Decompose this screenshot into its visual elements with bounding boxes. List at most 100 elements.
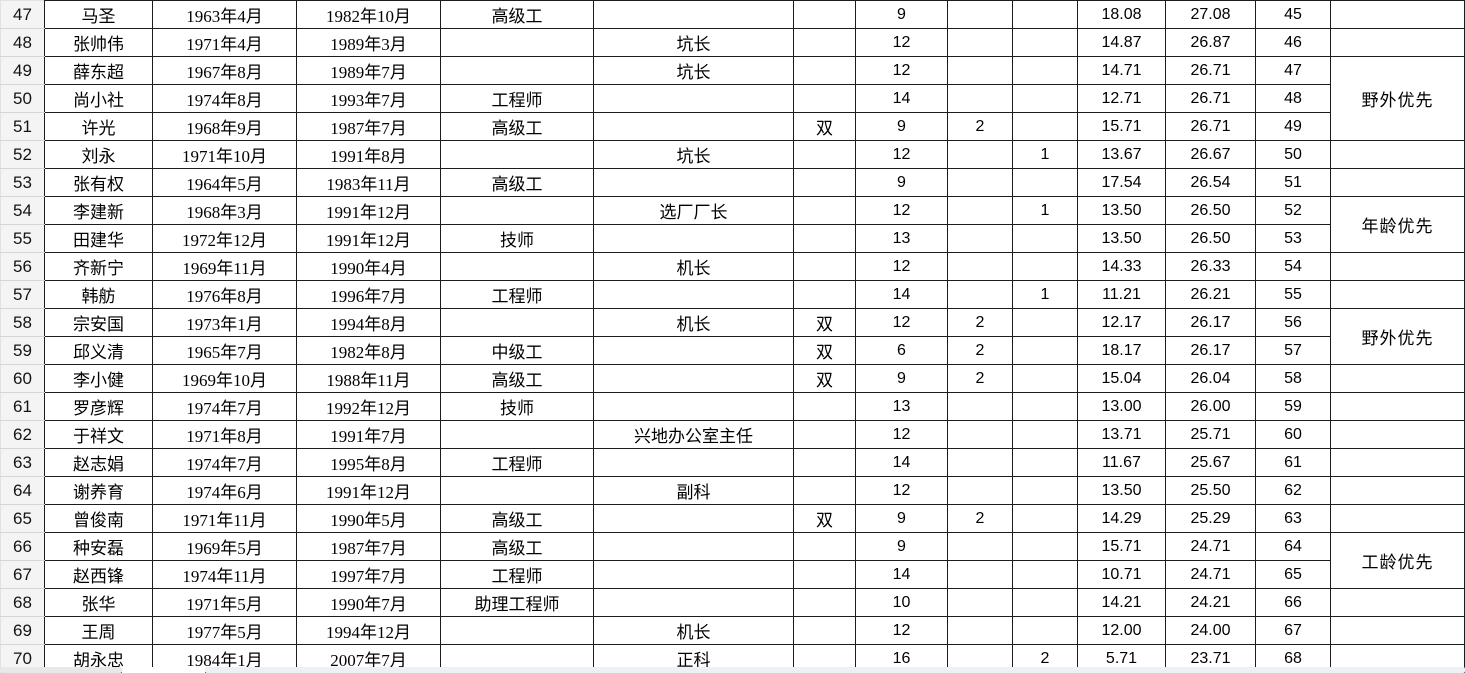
cell-score-total[interactable]: 26.71: [1165, 84, 1256, 113]
cell-score-total[interactable]: 26.17: [1165, 308, 1256, 337]
cell-rank[interactable]: 62: [1255, 476, 1331, 505]
cell-work-start-date[interactable]: 1990年7月: [296, 588, 441, 617]
cell-grade-years[interactable]: 9: [855, 532, 948, 561]
cell-rank[interactable]: 58: [1255, 364, 1331, 393]
cell-score-total[interactable]: 24.21: [1165, 588, 1256, 617]
cell-name[interactable]: 邱义清: [44, 336, 153, 365]
cell-technical-title[interactable]: 高级工: [440, 112, 594, 141]
cell-priority-note[interactable]: [1330, 252, 1465, 281]
cell-position[interactable]: [593, 280, 794, 309]
cell-grade-years[interactable]: 12: [855, 616, 948, 645]
cell-score-total[interactable]: 24.00: [1165, 616, 1256, 645]
cell-score-remaining[interactable]: 15.71: [1077, 112, 1166, 141]
cell-rank[interactable]: 59: [1255, 392, 1331, 421]
cell-score-total[interactable]: 25.71: [1165, 420, 1256, 449]
cell-priority-note[interactable]: 野外优先: [1330, 308, 1465, 365]
cell-birth-date[interactable]: 1974年6月: [152, 476, 297, 505]
cell-birth-date[interactable]: 1974年7月: [152, 392, 297, 421]
row-number[interactable]: 55: [0, 224, 45, 253]
cell-rank[interactable]: 56: [1255, 308, 1331, 337]
cell-extra-b[interactable]: 1: [1012, 280, 1078, 309]
cell-position[interactable]: [593, 84, 794, 113]
cell-score-remaining[interactable]: 15.04: [1077, 364, 1166, 393]
cell-technical-title[interactable]: [440, 140, 594, 169]
row-number[interactable]: 51: [0, 112, 45, 141]
cell-name[interactable]: 许光: [44, 112, 153, 141]
cell-score-remaining[interactable]: 13.50: [1077, 476, 1166, 505]
cell-extra-a[interactable]: 2: [947, 504, 1013, 533]
cell-position[interactable]: [593, 168, 794, 197]
cell-score-remaining[interactable]: 12.17: [1077, 308, 1166, 337]
cell-name[interactable]: 马圣: [44, 0, 153, 29]
cell-birth-date[interactable]: 1971年11月: [152, 504, 297, 533]
cell-extra-b[interactable]: [1012, 364, 1078, 393]
cell-priority-note[interactable]: 工龄优先: [1330, 532, 1465, 589]
row-number[interactable]: 63: [0, 448, 45, 477]
cell-rank[interactable]: 49: [1255, 112, 1331, 141]
cell-extra-a[interactable]: [947, 196, 1013, 225]
cell-score-remaining[interactable]: 13.50: [1077, 224, 1166, 253]
cell-position[interactable]: 机长: [593, 308, 794, 337]
cell-position[interactable]: 坑长: [593, 140, 794, 169]
cell-double-flag[interactable]: [793, 168, 856, 197]
cell-grade-years[interactable]: 14: [855, 560, 948, 589]
cell-extra-b[interactable]: [1012, 308, 1078, 337]
row-number[interactable]: 48: [0, 28, 45, 57]
cell-score-remaining[interactable]: 13.67: [1077, 140, 1166, 169]
cell-extra-a[interactable]: [947, 84, 1013, 113]
cell-name[interactable]: 齐新宁: [44, 252, 153, 281]
cell-double-flag[interactable]: [793, 420, 856, 449]
cell-rank[interactable]: 64: [1255, 532, 1331, 561]
cell-score-total[interactable]: 26.67: [1165, 140, 1256, 169]
cell-extra-b[interactable]: [1012, 168, 1078, 197]
cell-double-flag[interactable]: [793, 280, 856, 309]
cell-technical-title[interactable]: [440, 476, 594, 505]
cell-name[interactable]: 谢养育: [44, 476, 153, 505]
cell-name[interactable]: 李小健: [44, 364, 153, 393]
cell-rank[interactable]: 53: [1255, 224, 1331, 253]
cell-work-start-date[interactable]: 1988年11月: [296, 364, 441, 393]
cell-extra-b[interactable]: [1012, 224, 1078, 253]
cell-name[interactable]: 张华: [44, 588, 153, 617]
row-number[interactable]: 67: [0, 560, 45, 589]
cell-position[interactable]: [593, 0, 794, 29]
row-number[interactable]: 68: [0, 588, 45, 617]
cell-extra-a[interactable]: [947, 392, 1013, 421]
cell-extra-a[interactable]: [947, 56, 1013, 85]
cell-technical-title[interactable]: [440, 308, 594, 337]
cell-extra-b[interactable]: 1: [1012, 140, 1078, 169]
cell-score-remaining[interactable]: 13.71: [1077, 420, 1166, 449]
cell-double-flag[interactable]: [793, 252, 856, 281]
row-number[interactable]: 47: [0, 0, 45, 29]
cell-extra-a[interactable]: [947, 252, 1013, 281]
cell-priority-note[interactable]: 年龄优先: [1330, 196, 1465, 253]
cell-name[interactable]: 韩舫: [44, 280, 153, 309]
cell-technical-title[interactable]: 助理工程师: [440, 588, 594, 617]
cell-name[interactable]: 尚小社: [44, 84, 153, 113]
cell-grade-years[interactable]: 9: [855, 168, 948, 197]
cell-technical-title[interactable]: 工程师: [440, 560, 594, 589]
cell-work-start-date[interactable]: 1989年3月: [296, 28, 441, 57]
cell-rank[interactable]: 52: [1255, 196, 1331, 225]
cell-work-start-date[interactable]: 1982年8月: [296, 336, 441, 365]
cell-double-flag[interactable]: 双: [793, 308, 856, 337]
cell-extra-b[interactable]: [1012, 84, 1078, 113]
cell-work-start-date[interactable]: 1991年12月: [296, 196, 441, 225]
cell-priority-note[interactable]: [1330, 28, 1465, 57]
row-number[interactable]: 57: [0, 280, 45, 309]
cell-position[interactable]: [593, 504, 794, 533]
cell-grade-years[interactable]: 13: [855, 224, 948, 253]
cell-double-flag[interactable]: [793, 616, 856, 645]
cell-name[interactable]: 种安磊: [44, 532, 153, 561]
cell-extra-a[interactable]: 2: [947, 364, 1013, 393]
cell-rank[interactable]: 50: [1255, 140, 1331, 169]
cell-technical-title[interactable]: 工程师: [440, 84, 594, 113]
cell-technical-title[interactable]: 技师: [440, 392, 594, 421]
cell-priority-note[interactable]: [1330, 364, 1465, 393]
row-number[interactable]: 53: [0, 168, 45, 197]
cell-grade-years[interactable]: 10: [855, 588, 948, 617]
cell-priority-note[interactable]: 野外优先: [1330, 56, 1465, 141]
cell-score-total[interactable]: 26.50: [1165, 196, 1256, 225]
cell-birth-date[interactable]: 1977年5月: [152, 616, 297, 645]
cell-grade-years[interactable]: 13: [855, 392, 948, 421]
